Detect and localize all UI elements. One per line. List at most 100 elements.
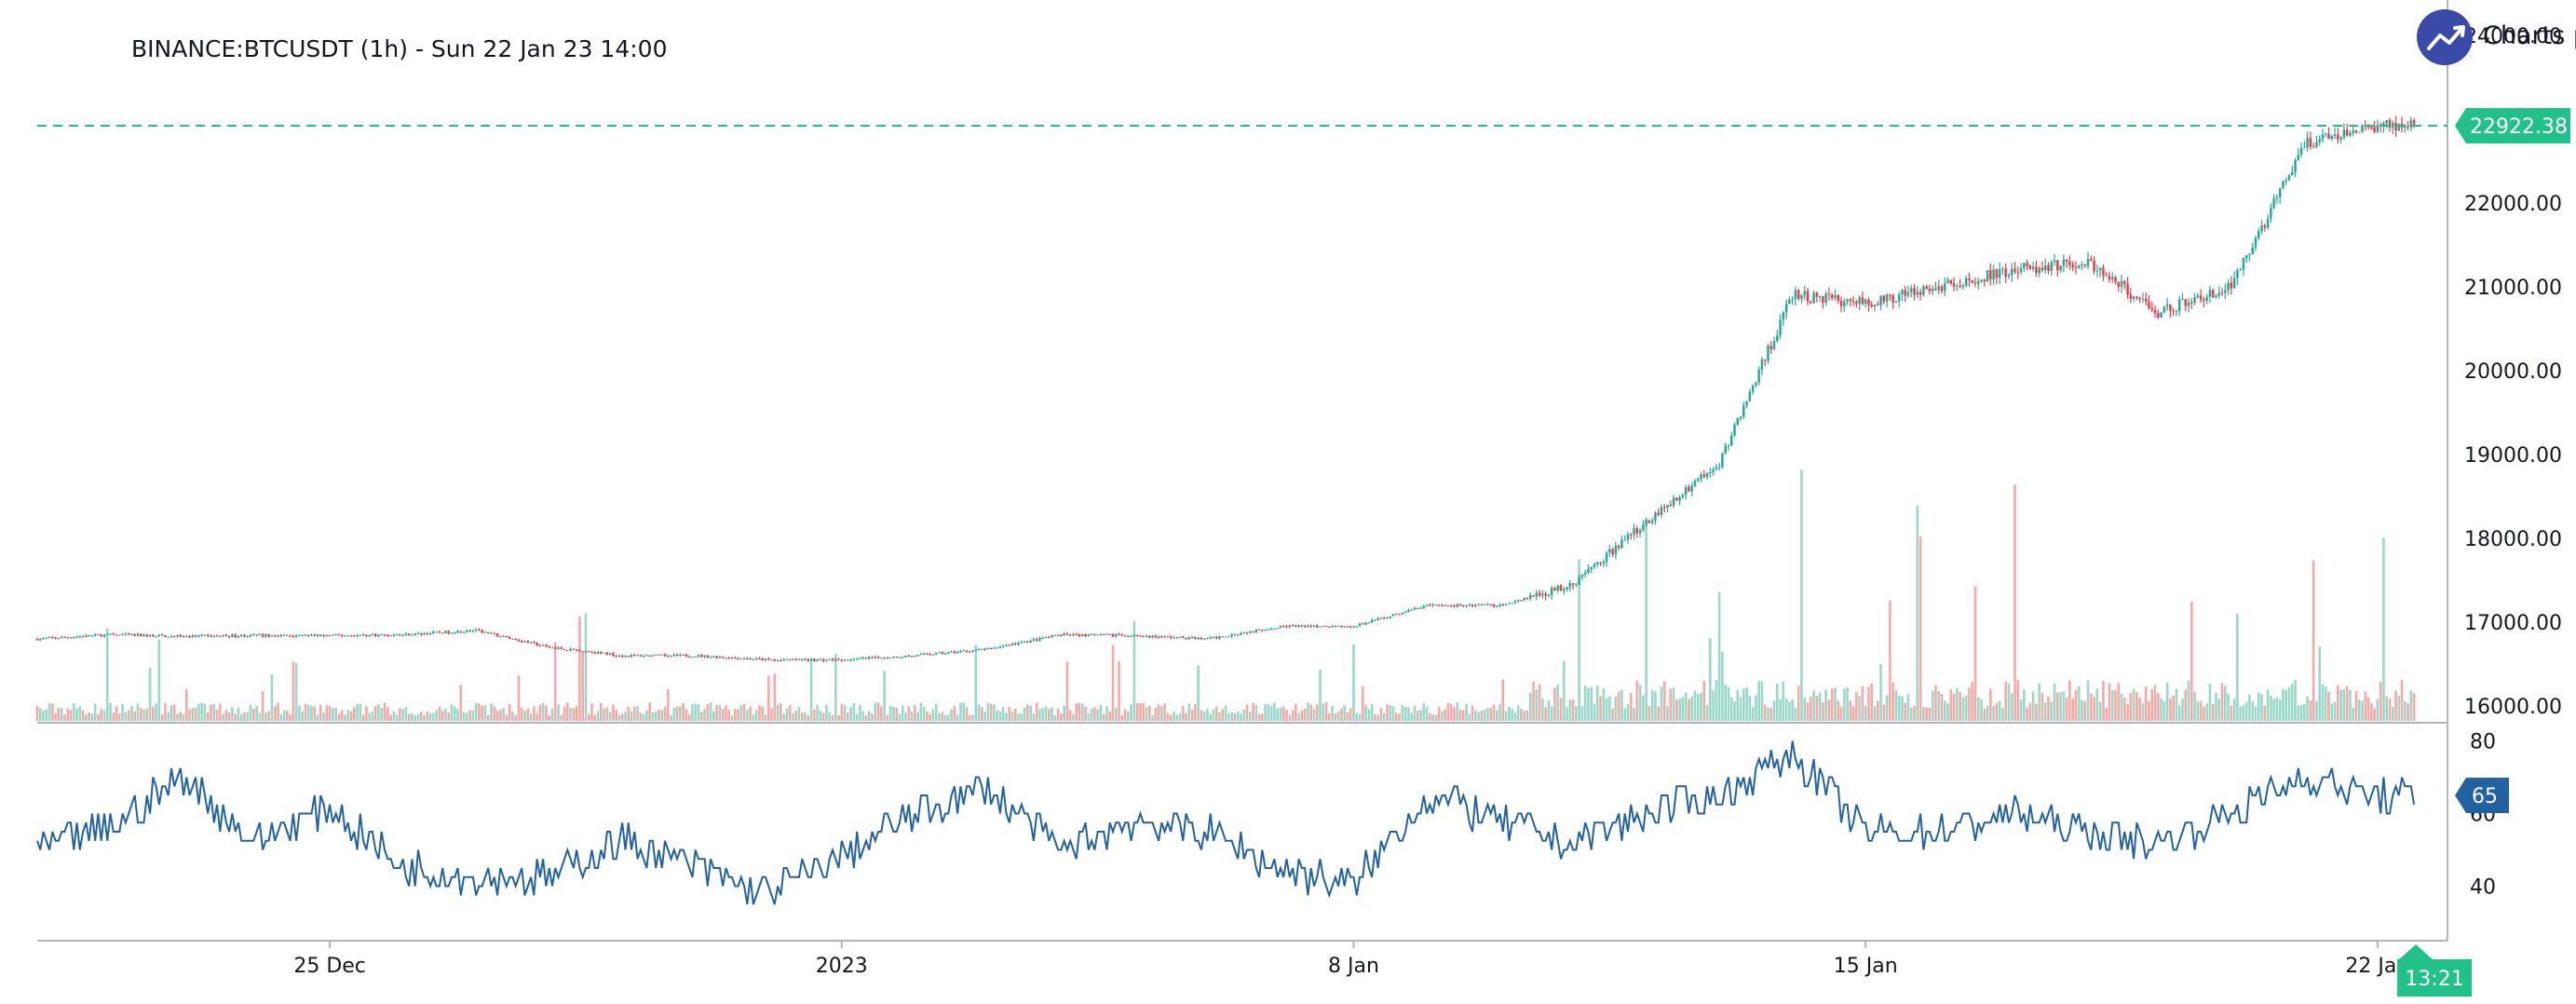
volume-bar	[1791, 699, 1794, 721]
volume-bar	[1788, 701, 1791, 721]
volume-bar	[359, 703, 362, 721]
volume-bar	[298, 705, 301, 721]
volume-bar	[2050, 701, 2054, 721]
candle-body	[636, 655, 639, 657]
candle-body	[2315, 142, 2318, 147]
volume-bar	[1130, 704, 1132, 721]
volume-bar	[1815, 696, 1819, 721]
volume-bar	[78, 706, 82, 721]
candle-body	[1693, 481, 1697, 486]
volume-bar	[1504, 711, 1508, 721]
candle-body	[1666, 504, 1669, 509]
candle-body	[210, 635, 212, 637]
candle-body	[868, 657, 871, 659]
volume-bar	[1580, 706, 1584, 721]
price-axis[interactable]: 16000.0017000.0018000.0019000.0020000.00…	[2464, 25, 2562, 719]
volume-bar	[2102, 681, 2105, 721]
candle-body	[2412, 119, 2416, 125]
volume-bar	[2215, 692, 2217, 721]
candle-body	[993, 647, 996, 649]
volume-bar	[1849, 700, 1852, 721]
candle-body	[1041, 637, 1044, 639]
candle-body	[368, 634, 371, 637]
volume-bar	[1374, 713, 1376, 721]
volume-bar	[1721, 651, 1724, 721]
volume-bar	[1727, 686, 1730, 721]
candle-body	[310, 634, 313, 636]
volume-bar	[1425, 706, 1429, 721]
volume-bar	[529, 713, 533, 721]
volume-bar	[1456, 702, 1459, 721]
volume-bar	[737, 709, 739, 721]
volume-bar	[2177, 705, 2181, 721]
candle-body	[2205, 296, 2208, 301]
volume-bar	[1160, 706, 1163, 721]
volume-bar	[197, 703, 200, 721]
volume-bar	[831, 714, 834, 721]
time-badge-label: 13:21	[2405, 968, 2463, 991]
candle-body	[337, 634, 341, 636]
volume-bar	[630, 711, 633, 721]
candle-body	[1444, 604, 1446, 606]
volume-bar	[164, 702, 167, 721]
candle-body	[66, 637, 69, 639]
candle-body	[222, 634, 224, 637]
candle-body	[770, 658, 773, 660]
candle-body	[1261, 630, 1264, 631]
volume-bar	[1495, 710, 1498, 721]
candle-body	[2337, 134, 2339, 140]
candle-body	[81, 636, 85, 638]
volume-bar	[139, 708, 142, 721]
volume-bar	[1102, 713, 1105, 721]
volume-bar	[633, 707, 636, 721]
candle-body	[1971, 279, 1973, 283]
volume-bar	[809, 658, 813, 721]
candle-body	[1221, 636, 1225, 638]
candle-body	[1525, 598, 1529, 600]
candle-body	[349, 635, 353, 637]
candle-body	[1870, 305, 1873, 306]
volume-bar	[1227, 713, 1230, 721]
candle-body	[2260, 225, 2263, 232]
brand-logo[interactable]: Charts p	[2417, 9, 2576, 65]
volume-bar	[2187, 681, 2190, 721]
volume-bar	[361, 714, 365, 721]
candle-body	[1075, 634, 1078, 636]
time-axis[interactable]: 25 Dec 2023 8 Jan 15 Jan 22 Jan	[293, 941, 2409, 978]
candle-body	[1566, 587, 1568, 590]
candle-body	[834, 658, 837, 661]
volume-bar	[1297, 712, 1300, 721]
candle-body	[1904, 290, 1906, 296]
candle-body	[313, 634, 316, 636]
candle-body	[895, 656, 898, 658]
volume-bar	[1583, 685, 1587, 721]
candle-body	[1008, 644, 1011, 646]
volume-bar	[1657, 706, 1661, 721]
volume-bar	[155, 703, 157, 721]
volume-bar	[294, 663, 298, 721]
candle-body	[1544, 593, 1547, 596]
candle-body	[1700, 474, 1702, 480]
candle-body	[514, 638, 517, 640]
volume-bar	[1870, 683, 1874, 721]
volume-bar	[279, 714, 283, 721]
candle-body	[1281, 626, 1285, 628]
candle-body	[2117, 281, 2121, 287]
candle-body	[1108, 633, 1111, 635]
candle-body	[39, 638, 42, 641]
volume-bar	[38, 708, 42, 721]
volume-bar	[1837, 700, 1840, 721]
candle-body	[361, 634, 365, 636]
volume-bar	[2376, 699, 2379, 721]
volume-bar	[191, 707, 195, 721]
volume-bar	[520, 707, 523, 721]
candle-body	[340, 634, 344, 636]
volume-bar	[1806, 702, 1810, 721]
candle-body	[270, 635, 274, 637]
rsi-tick-label: 80	[2470, 731, 2496, 754]
candle-body	[493, 632, 496, 634]
candle-body	[1657, 512, 1660, 515]
volume-bar	[1775, 683, 1779, 721]
